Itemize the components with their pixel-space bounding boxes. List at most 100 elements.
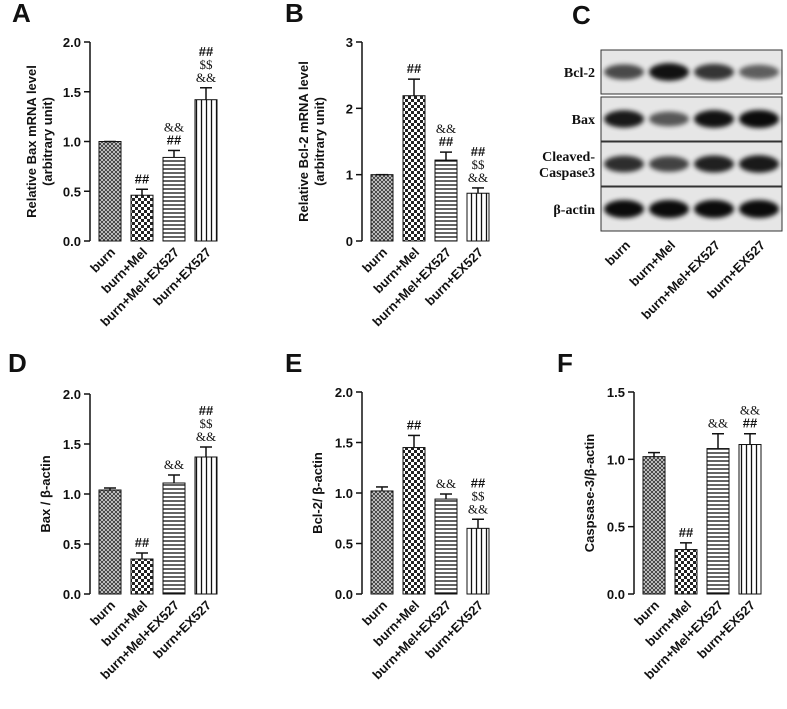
panel-letter: C	[572, 0, 591, 30]
annotation: &&	[196, 429, 216, 444]
blot-band	[739, 200, 779, 218]
y-tick-label: 2	[346, 101, 353, 116]
blot-row-label: β-actin	[553, 203, 595, 218]
y-tick-label: 1.5	[607, 385, 625, 400]
panel-letter: D	[8, 348, 27, 378]
y-tick-label: 0.5	[63, 184, 81, 199]
blot-row-label: Caspase3	[539, 166, 595, 181]
annotation: &&	[436, 121, 456, 136]
annotation: $$	[200, 416, 214, 431]
bar	[738, 444, 762, 595]
y-tick-label: 2.0	[63, 35, 81, 50]
y-tick-label: 1.5	[63, 85, 81, 100]
bar	[98, 489, 122, 595]
y-axis-label: Bax / β-actin	[38, 455, 53, 532]
blot-band	[649, 111, 689, 127]
bar	[98, 141, 122, 242]
bar	[162, 156, 186, 242]
blot-lane-label: burn	[602, 237, 633, 268]
annotation: &&	[740, 403, 760, 418]
y-axis-label: Bcl-2/ β-actin	[310, 452, 325, 534]
y-axis-label: (arbitrary unit)	[40, 97, 55, 186]
blot-band	[694, 155, 734, 173]
blot-band	[694, 63, 734, 81]
y-tick-label: 1.0	[335, 486, 353, 501]
bar	[162, 482, 186, 595]
y-tick-label: 0.0	[63, 234, 81, 249]
y-tick-label: 0.5	[63, 537, 81, 552]
bar	[642, 456, 666, 595]
panel-letter: A	[12, 0, 31, 28]
annotation: $$	[200, 57, 214, 72]
bar	[674, 549, 698, 595]
bar	[370, 490, 394, 595]
annotation: ##	[471, 475, 486, 490]
blot-band	[694, 200, 734, 218]
annotation: &&	[436, 476, 456, 491]
annotation: ##	[199, 44, 214, 59]
bar	[130, 558, 154, 595]
y-tick-label: 1.0	[607, 452, 625, 467]
bar	[402, 95, 426, 242]
y-tick-label: 2.0	[63, 387, 81, 402]
y-axis-label: Caspsase-3/β-actin	[582, 434, 597, 553]
blot-band	[604, 64, 644, 80]
bar	[194, 456, 218, 595]
annotation: &&	[468, 501, 488, 516]
blot-row-label: Bcl-2	[564, 66, 595, 81]
annotation: ##	[407, 417, 422, 432]
blot-band	[739, 110, 779, 128]
y-tick-label: 0.5	[607, 520, 625, 535]
annotation: ##	[135, 171, 150, 186]
annotation: ##	[407, 61, 422, 76]
y-tick-label: 2.0	[335, 385, 353, 400]
annotation: &&	[164, 119, 184, 134]
annotation: ##	[743, 416, 758, 431]
annotation: ##	[439, 134, 454, 149]
annotation: &&	[468, 170, 488, 185]
blot-row-label: Cleaved-	[542, 150, 595, 165]
y-axis-label: (arbitrary unit)	[312, 97, 327, 186]
annotation: $$	[472, 157, 486, 172]
panel-letter: F	[557, 348, 573, 378]
blot-row-label: Bax	[572, 113, 595, 128]
annotation: &&	[708, 416, 728, 431]
y-tick-label: 1.5	[63, 437, 81, 452]
blot-band	[604, 155, 644, 173]
bar	[130, 194, 154, 242]
y-tick-label: 0.5	[335, 537, 353, 552]
bar	[706, 448, 730, 595]
bar	[434, 159, 458, 242]
annotation: ##	[471, 144, 486, 159]
blot-band	[649, 156, 689, 172]
y-tick-label: 1.5	[335, 436, 353, 451]
bar	[434, 498, 458, 595]
y-axis-label: Relative Bcl-2 mRNA level	[296, 61, 311, 222]
panel-letter: E	[285, 348, 302, 378]
bar	[194, 99, 218, 242]
bar	[466, 527, 490, 595]
annotation: ##	[679, 525, 694, 540]
blot-band	[604, 200, 644, 218]
y-tick-label: 1	[346, 168, 353, 183]
y-tick-label: 1.0	[63, 487, 81, 502]
blot-lane-label: burn+Mel+EX527	[638, 238, 723, 323]
bar	[466, 192, 490, 242]
annotation: ##	[167, 132, 182, 147]
annotation: $$	[472, 488, 486, 503]
bar	[370, 174, 394, 242]
blot-band	[694, 110, 734, 128]
y-axis-label: Relative Bax mRNA level	[24, 65, 39, 218]
blot-band	[649, 63, 689, 81]
y-tick-label: 0	[346, 234, 353, 249]
annotation: ##	[135, 535, 150, 550]
y-tick-label: 1.0	[63, 135, 81, 150]
annotation: ##	[199, 403, 214, 418]
y-tick-label: 3	[346, 35, 353, 50]
y-tick-label: 0.0	[335, 587, 353, 602]
panel-letter: B	[285, 0, 304, 28]
bar	[402, 447, 426, 595]
annotation: &&	[196, 70, 216, 85]
